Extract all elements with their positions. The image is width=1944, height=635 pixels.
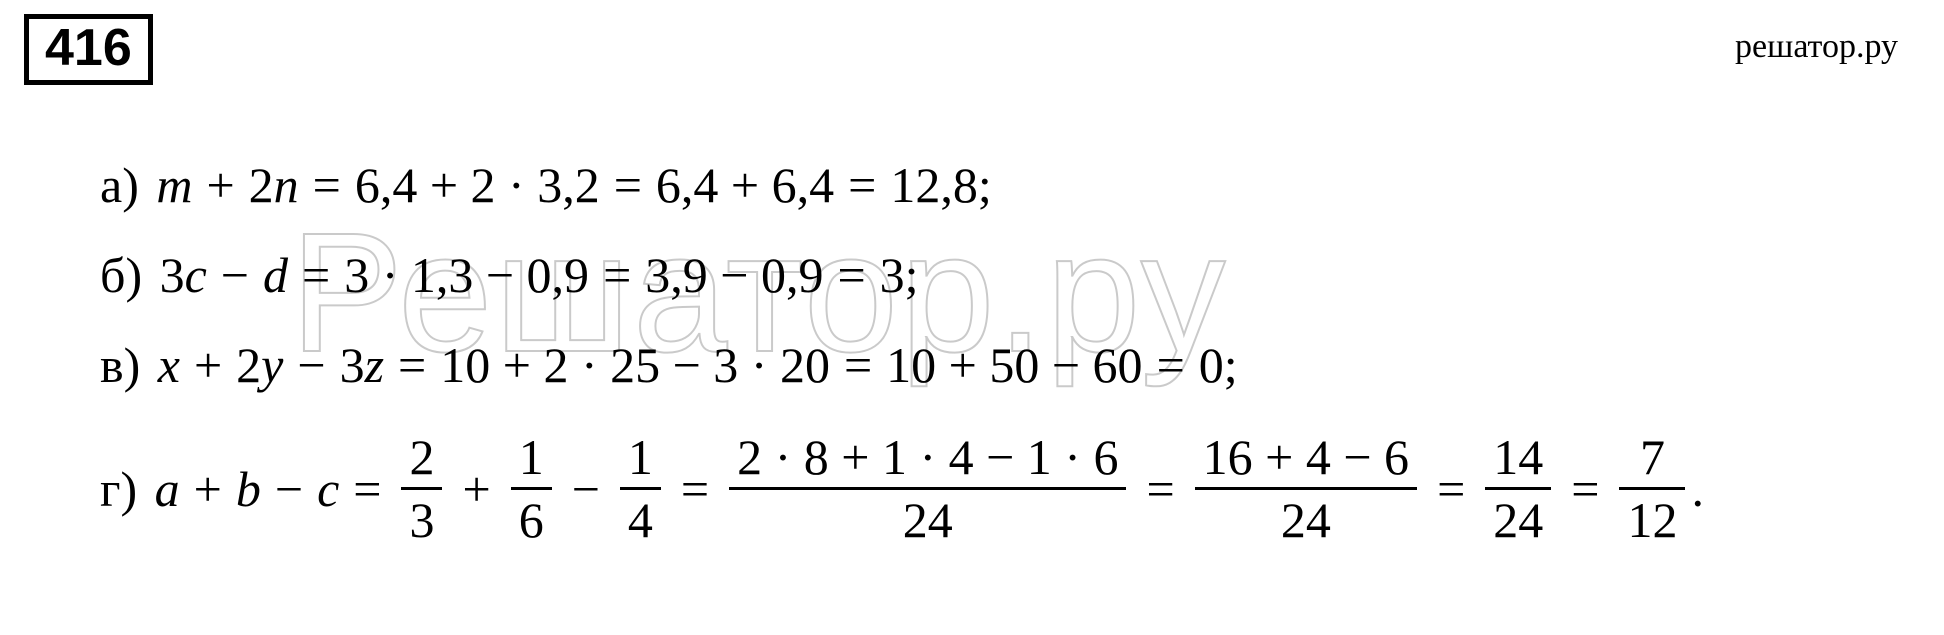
line-d-label: г): [100, 464, 137, 514]
frac-bar: [401, 487, 442, 490]
line-a-term: ;: [978, 160, 992, 210]
frac5-num: 16 + 4 − 6: [1195, 430, 1417, 484]
line-c-label: в): [100, 340, 140, 390]
problem-number: 416: [45, 19, 132, 77]
eq: =: [1557, 464, 1613, 514]
line-d: г) a + b − c = 2 3 + 1 6 − 1 4 = 2 · 8 +…: [100, 430, 1904, 547]
frac7-num: 7: [1632, 430, 1673, 484]
line-c-result: 0: [1199, 340, 1224, 390]
frac-bar: [1195, 487, 1417, 490]
frac4-num: 2 · 8 + 1 · 4 − 1 · 6: [729, 430, 1126, 484]
line-d-plus: +: [180, 464, 236, 514]
line-d-frac5: 16 + 4 − 6 24: [1195, 430, 1417, 547]
frac7-den: 12: [1619, 493, 1685, 547]
line-d-frac4: 2 · 8 + 1 · 4 − 1 · 6 24: [729, 430, 1126, 547]
line-b-coef1: 3: [160, 250, 185, 300]
eq: =: [1143, 340, 1199, 390]
line-d-frac6: 14 24: [1485, 430, 1551, 547]
line-c-var-z: z: [365, 340, 384, 390]
line-b-step2: 3,9 − 0,9: [645, 250, 823, 300]
frac-bar: [729, 487, 1126, 490]
line-d-frac7: 7 12: [1619, 430, 1685, 547]
line-c-minus: −: [283, 340, 339, 390]
solution-content: а) m + 2 n = 6,4 + 2 · 3,2 = 6,4 + 6,4 =…: [100, 160, 1904, 547]
eq: =: [834, 160, 890, 210]
line-d-var-b: b: [236, 464, 261, 514]
line-c: в) x + 2 y − 3 z = 10 + 2 · 25 − 3 · 20 …: [100, 340, 1904, 390]
eq: =: [1132, 464, 1188, 514]
line-d-minus: −: [261, 464, 317, 514]
frac-bar: [620, 487, 661, 490]
line-d-op1: +: [448, 464, 504, 514]
line-c-term: ;: [1224, 340, 1238, 390]
frac2-den: 6: [511, 493, 552, 547]
line-a-var-n: n: [274, 160, 299, 210]
line-c-coef2: 2: [236, 340, 261, 390]
line-b-term: ;: [905, 250, 919, 300]
line-b-label: б): [100, 250, 142, 300]
line-d-frac1: 2 3: [401, 430, 442, 547]
line-b: б) 3 c − d = 3 · 1,3 − 0,9 = 3,9 − 0,9 =…: [100, 250, 1904, 300]
line-a-result: 12,8: [890, 160, 978, 210]
line-d-frac2: 1 6: [511, 430, 552, 547]
line-c-step2: 10 + 50 − 60: [886, 340, 1142, 390]
eq: =: [823, 250, 879, 300]
line-d-frac3: 1 4: [620, 430, 661, 547]
line-d-var-a: a: [155, 464, 180, 514]
frac3-den: 4: [620, 493, 661, 547]
frac-bar: [511, 487, 552, 490]
line-c-var-y: y: [261, 340, 283, 390]
frac6-den: 24: [1485, 493, 1551, 547]
line-a-step1: 6,4 + 2 · 3,2: [355, 160, 600, 210]
line-b-var-c: c: [185, 250, 207, 300]
frac4-den: 24: [895, 493, 961, 547]
line-d-term: .: [1691, 464, 1704, 514]
line-a-coef2: 2: [249, 160, 274, 210]
problem-number-box: 416: [24, 14, 153, 85]
frac1-den: 3: [401, 493, 442, 547]
frac5-den: 24: [1273, 493, 1339, 547]
frac2-num: 1: [511, 430, 552, 484]
site-label: решатор.ру: [1735, 28, 1898, 66]
eq: =: [339, 464, 395, 514]
frac-bar: [1485, 487, 1551, 490]
eq: =: [288, 250, 344, 300]
frac-bar: [1619, 487, 1685, 490]
line-b-minus: −: [207, 250, 263, 300]
frac6-num: 14: [1485, 430, 1551, 484]
eq: =: [600, 160, 656, 210]
line-d-var-c: c: [317, 464, 339, 514]
eq: =: [589, 250, 645, 300]
eq: =: [830, 340, 886, 390]
line-a-step2: 6,4 + 6,4: [656, 160, 834, 210]
line-c-var-x: x: [158, 340, 180, 390]
line-c-coef3: 3: [340, 340, 365, 390]
eq: =: [1423, 464, 1479, 514]
line-a: а) m + 2 n = 6,4 + 2 · 3,2 = 6,4 + 6,4 =…: [100, 160, 1904, 210]
line-b-step1: 3 · 1,3 − 0,9: [344, 250, 589, 300]
line-c-plus: +: [180, 340, 236, 390]
eq: =: [384, 340, 440, 390]
frac1-num: 2: [401, 430, 442, 484]
line-d-op2: −: [558, 464, 614, 514]
line-b-result: 3: [880, 250, 905, 300]
line-b-var-d: d: [263, 250, 288, 300]
eq: =: [667, 464, 723, 514]
line-a-label: а): [100, 160, 139, 210]
line-a-var-m: m: [156, 160, 192, 210]
line-a-plus: +: [192, 160, 248, 210]
frac3-num: 1: [620, 430, 661, 484]
eq: =: [299, 160, 355, 210]
line-c-step1: 10 + 2 · 25 − 3 · 20: [440, 340, 830, 390]
